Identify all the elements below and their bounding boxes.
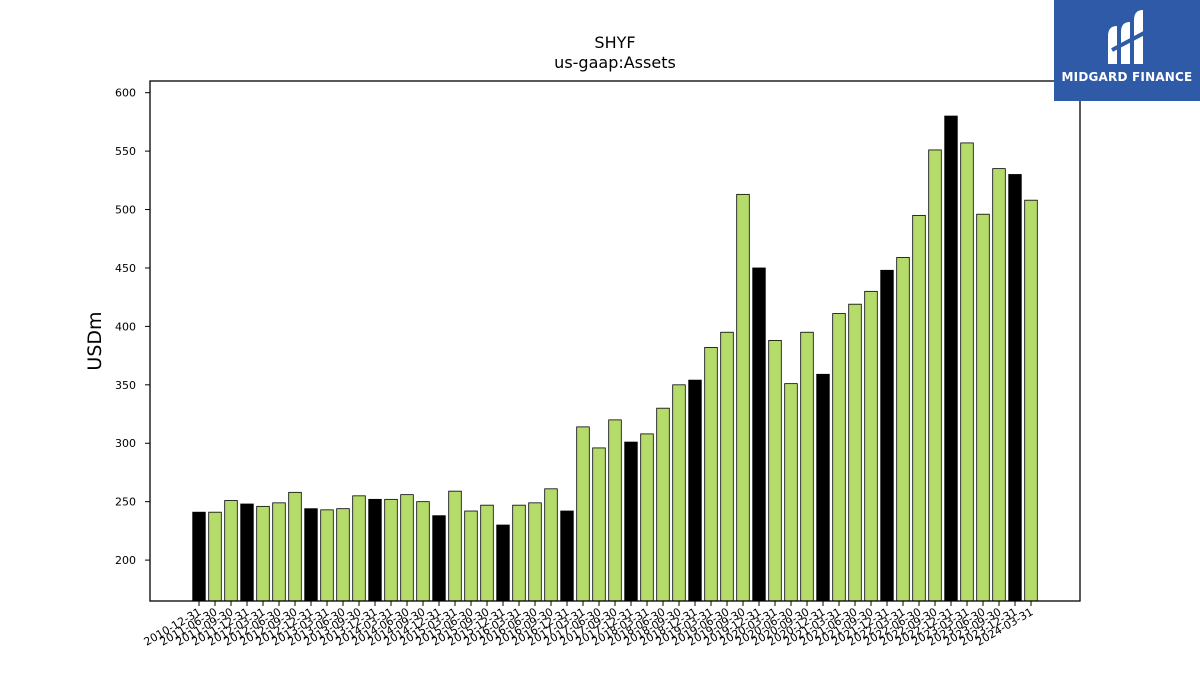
bar [240,503,254,602]
bar [576,426,590,602]
bar [720,331,734,602]
bar [864,290,878,602]
bar [256,505,270,602]
y-tick-label: 400 [115,320,136,333]
bar [784,383,798,602]
y-tick-label: 300 [115,437,136,450]
bar [704,347,718,602]
bar [688,379,702,602]
bar [640,433,654,602]
midgard-logo-icon [1108,10,1147,64]
bar [672,384,686,602]
bar [288,491,302,602]
bar [224,500,238,602]
x-axis-ticks: 2010-12-312011-06-302011-09-302011-12-31… [142,601,1036,649]
bar [432,515,446,602]
bar [592,447,606,602]
bar [1024,199,1038,602]
bar [560,510,574,602]
bar [384,498,398,602]
bar [480,504,494,602]
bar [800,331,814,602]
bar [272,502,286,602]
bar [944,115,958,602]
bar [896,257,910,602]
bar [960,142,974,602]
y-tick-label: 550 [115,145,136,158]
chart-subtitle: us-gaap:Assets [554,53,676,72]
bar [928,149,942,602]
y-tick-label: 250 [115,496,136,509]
bar [416,501,430,602]
bar [320,509,334,602]
bar [816,373,830,602]
bar [832,313,846,602]
bar [656,407,670,602]
bar [368,498,382,602]
bar [992,168,1006,602]
bar [496,524,510,602]
y-tick-label: 500 [115,204,136,217]
y-tick-label: 600 [115,87,136,100]
bar [528,502,542,602]
bar [192,511,206,602]
bar [736,193,750,602]
bar [976,213,990,602]
bar [912,214,926,602]
bar [1008,174,1022,602]
y-tick-label: 350 [115,379,136,392]
chart-title: SHYF [594,33,635,52]
plot-frame [149,80,1081,602]
brand-logo: MIDGARD FINANCE [1054,0,1200,101]
bar [304,508,318,602]
bars-group [192,115,1038,602]
bar [336,508,350,602]
bar [208,511,222,602]
bar [880,269,894,602]
bar [464,510,478,602]
bar [400,494,414,602]
y-axis-ticks: 200 250 300 350 400 450 500 550 600 [115,87,150,567]
bar [448,490,462,602]
y-tick-label: 200 [115,554,136,567]
y-axis-label: USDm [84,311,106,370]
bar [768,340,782,602]
y-tick-label: 450 [115,262,136,275]
bar [848,303,862,602]
bar [608,419,622,602]
bar [624,441,638,602]
bar [352,495,366,602]
bar [544,488,558,602]
logo-text: MIDGARD FINANCE [1061,70,1193,84]
bar [512,504,526,602]
bar [752,267,766,602]
